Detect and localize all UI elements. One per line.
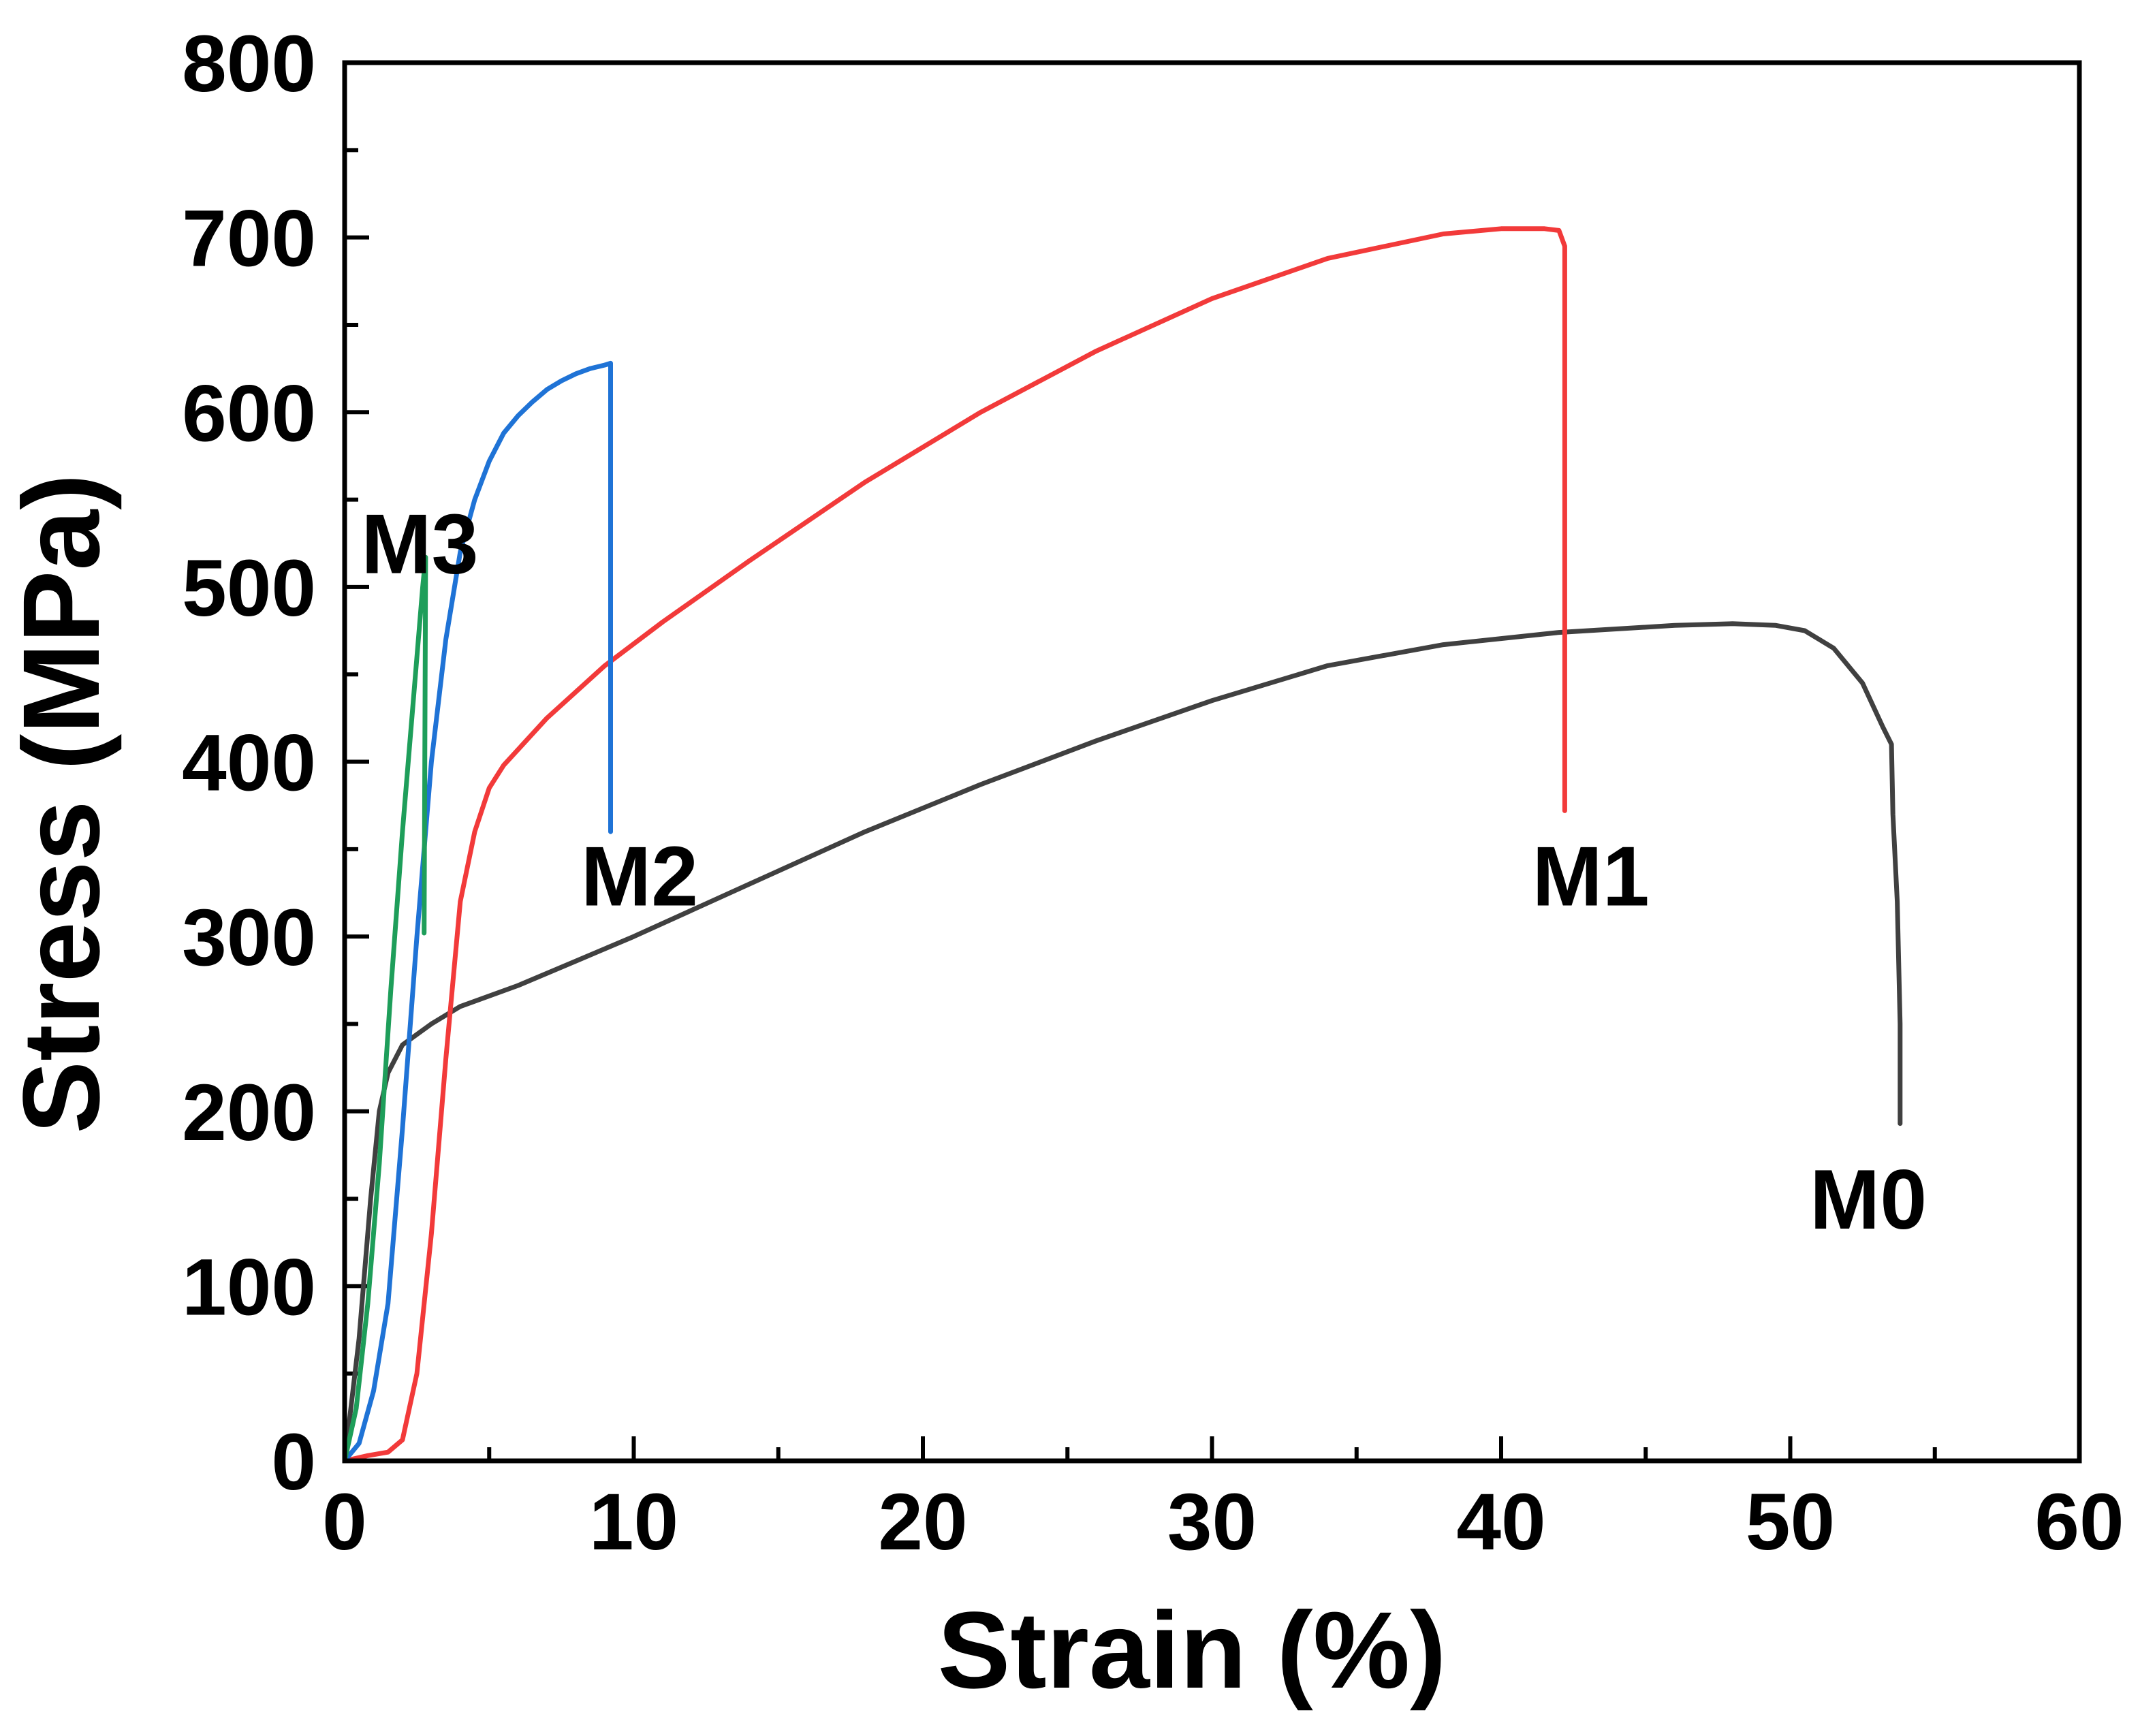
plot-area-frame [342,60,2082,1464]
series-line-m2 [342,360,613,1464]
x-tick-label: 50 [1746,1477,1835,1567]
y-axis-title: Stress (MPa) [0,473,122,1133]
series-label-m3: M3 [361,498,478,592]
y-tick-label: 600 [182,368,316,458]
series-line-m1 [342,226,1567,1464]
y-tick-label: 300 [182,893,316,983]
series-line-m0 [342,621,1903,1464]
x-tick-label: 10 [589,1477,678,1567]
series-labels: M0 M1 M2 M3 [361,498,1927,1247]
y-tick-labels: 0 100 200 300 400 500 600 700 800 [182,19,316,1507]
y-tick-label: 500 [182,543,316,633]
x-tick-labels: 0 10 20 30 40 50 60 [322,1477,2124,1567]
x-tick-label: 20 [878,1477,967,1567]
x-tick-label: 60 [2034,1477,2124,1567]
y-tick-label: 800 [182,19,316,109]
series-label-m1: M1 [1532,830,1649,924]
x-tick-label: 40 [1456,1477,1545,1567]
series-label-m0: M0 [1810,1153,1927,1247]
y-tick-label: 400 [182,719,316,808]
y-tick-label: 0 [271,1417,316,1507]
x-axis-title: Strain (%) [938,1589,1447,1711]
series-label-m2: M2 [581,830,698,924]
data-series [342,226,1903,1464]
y-tick-label: 200 [182,1068,316,1158]
y-tick-label: 100 [182,1242,316,1332]
x-tick-label: 30 [1167,1477,1257,1567]
y-tick-label: 700 [182,194,316,284]
x-tick-label: 0 [322,1477,367,1567]
series-line-m3 [342,554,428,1464]
